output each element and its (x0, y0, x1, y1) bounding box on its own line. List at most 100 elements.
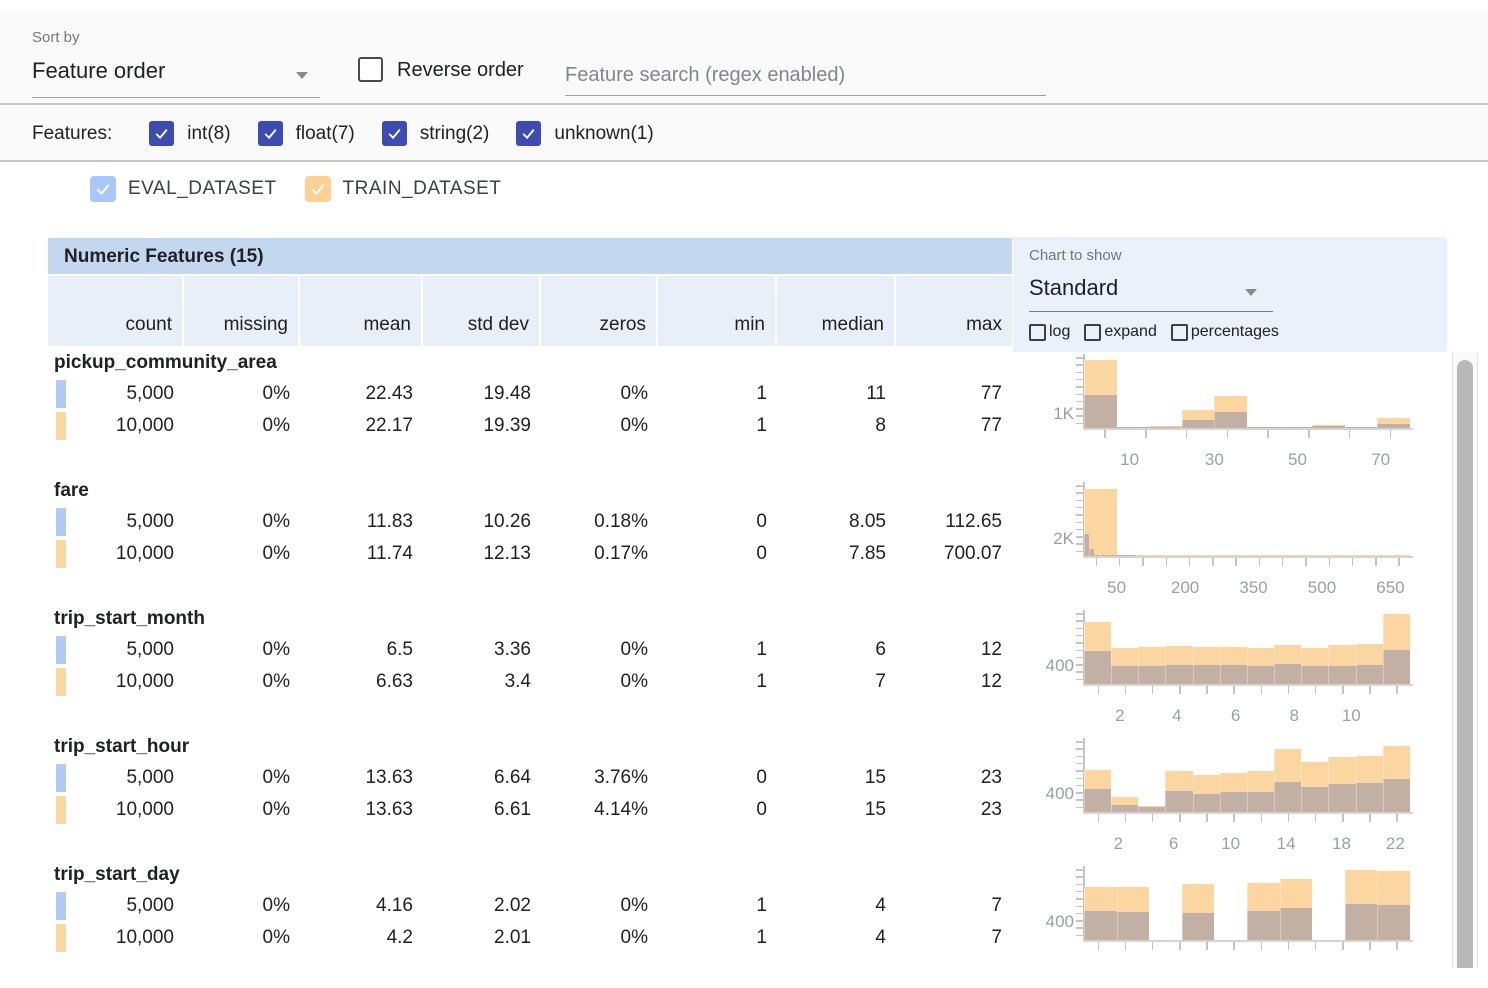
cell: 22.43 (300, 383, 423, 405)
y-axis-tick (1076, 799, 1083, 801)
expand-checkbox[interactable] (1084, 324, 1101, 341)
toolbar: Sort by Feature order Reverse order (0, 10, 1488, 105)
cell: 3.4 (423, 671, 541, 693)
x-axis-tick (1233, 814, 1235, 822)
dataset-legend: EVAL_DATASET TRAIN_DATASET (90, 176, 529, 202)
feature-name: fare (54, 480, 89, 502)
hist-bar-eval (1182, 420, 1215, 428)
cell: 19.48 (423, 383, 541, 405)
table-row-eval: 5,0000%4.162.020%147 (48, 890, 1012, 922)
x-axis-tick (1179, 814, 1181, 822)
cell: 5,000 (48, 383, 184, 405)
check-icon (386, 125, 403, 142)
scrollbar-thumb[interactable] (1457, 360, 1473, 968)
unknown-filter-checkbox[interactable] (516, 121, 541, 146)
y-axis-tick (1076, 869, 1083, 871)
x-axis-tick (1166, 558, 1168, 566)
x-axis-tick (1235, 558, 1237, 566)
cell: 22.17 (300, 415, 423, 437)
x-axis-tick (1308, 430, 1310, 438)
histogram-fare: 2K50200350500650 (1084, 484, 1410, 602)
x-axis-tick (1206, 686, 1208, 694)
x-axis-tick-label: 22 (1386, 834, 1405, 854)
cell: 0.18% (541, 511, 658, 533)
cell: 0% (541, 639, 658, 661)
column-header-mean: mean (300, 276, 423, 346)
cell: 15 (777, 799, 896, 821)
cell: 5,000 (48, 511, 184, 533)
feature-search-input[interactable] (565, 56, 1046, 96)
hist-bar-eval (1117, 912, 1150, 940)
x-axis-tick-label: 30 (1205, 450, 1224, 470)
y-axis-tick (1076, 613, 1083, 615)
x-axis-tick (1189, 558, 1191, 566)
cell: 0% (184, 671, 300, 693)
hist-bar-eval (1301, 787, 1328, 812)
sort-by-underline (32, 97, 320, 98)
cell: 0% (184, 639, 300, 661)
float-filter-checkbox[interactable] (258, 121, 283, 146)
eval-dataset-checkbox[interactable] (90, 176, 116, 202)
y-axis-tick (1076, 807, 1083, 809)
reverse-order-checkbox[interactable] (358, 57, 383, 82)
column-header-count: count (48, 276, 184, 346)
percentages-checkbox[interactable] (1171, 324, 1188, 341)
x-axis-tick (1227, 430, 1229, 438)
cell: 0% (541, 927, 658, 949)
hist-plot-area (1084, 484, 1410, 556)
column-header-std-dev: std dev (423, 276, 541, 346)
numeric-features-table-header: Numeric Features (15) countmissingmeanst… (48, 238, 1012, 346)
filter-item-string: string(2) (382, 121, 490, 146)
scrollbar-track[interactable] (1452, 352, 1478, 968)
int-filter-checkbox[interactable] (149, 121, 174, 146)
hist-plot-area (1084, 356, 1410, 428)
cell: 0% (184, 511, 300, 533)
y-axis-tick (1076, 372, 1083, 374)
eval-dataset-label: EVAL_DATASET (128, 178, 277, 200)
cell: 1 (658, 927, 777, 949)
cell: 4 (777, 927, 896, 949)
x-axis-tick-label: 8 (1290, 706, 1299, 726)
hist-bar-eval (1193, 794, 1220, 812)
table-row-train: 10,0000%6.633.40%1712 (48, 666, 1012, 698)
cell: 12.13 (423, 543, 541, 565)
cell: 8 (777, 415, 896, 437)
y-axis-tick (1076, 485, 1083, 487)
hist-bar-eval (1138, 666, 1165, 684)
cell: 2.01 (423, 927, 541, 949)
x-axis-tick (1369, 814, 1371, 822)
x-axis-tick (1152, 942, 1154, 950)
hist-bar-eval (1111, 666, 1138, 684)
train-dataset-checkbox[interactable] (305, 176, 331, 202)
x-axis-tick-label: 6 (1169, 834, 1178, 854)
x-axis-tick (1261, 942, 1263, 950)
x-axis-tick-label: 50 (1288, 450, 1307, 470)
hist-bar-eval (1274, 782, 1301, 812)
sort-by-select[interactable]: Feature order (32, 58, 165, 84)
chart-select-underline (1029, 311, 1273, 312)
x-axis-tick (1096, 558, 1098, 566)
log-checkbox[interactable] (1029, 324, 1046, 341)
string-filter-checkbox[interactable] (382, 121, 407, 146)
x-axis-tick (1352, 558, 1354, 566)
y-axis-tick (1076, 935, 1083, 937)
x-axis-tick (1398, 558, 1400, 566)
x-axis-tick (1342, 942, 1344, 950)
dataset-color-chip (56, 380, 66, 408)
chart-option-row: log expand percentages (1029, 323, 1293, 341)
y-axis-tick (1076, 401, 1083, 403)
y-axis-tick (1076, 379, 1083, 381)
cell: 0 (658, 543, 777, 565)
y-axis-label: 400 (986, 656, 1074, 676)
reverse-order-label: Reverse order (397, 59, 524, 82)
cell: 6.64 (423, 767, 541, 789)
chart-type-select[interactable]: Standard (1029, 275, 1118, 301)
table-title: Numeric Features (15) (48, 238, 1012, 276)
x-axis-tick (1375, 558, 1377, 566)
x-axis-tick-label: 500 (1308, 578, 1336, 598)
table-row-train: 10,0000%4.22.010%147 (48, 922, 1012, 954)
x-axis-tick (1206, 942, 1208, 950)
cell: 4.16 (300, 895, 423, 917)
y-axis-tick (1076, 748, 1083, 750)
train-dataset-label: TRAIN_DATASET (343, 178, 502, 200)
